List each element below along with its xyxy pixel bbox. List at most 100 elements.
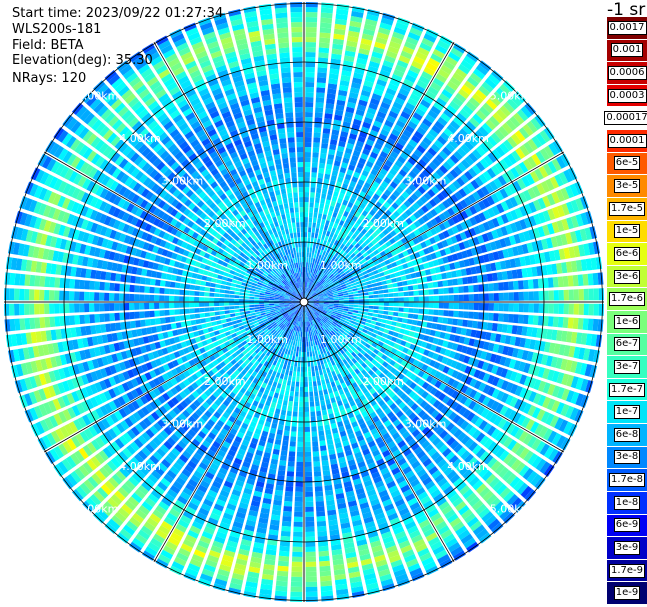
ppi-gate — [438, 295, 444, 302]
ppi-gate — [453, 294, 459, 302]
ppi-gate — [328, 184, 335, 191]
ppi-gate — [412, 314, 419, 320]
ppi-gate — [408, 291, 414, 296]
ppi-gate — [316, 259, 320, 265]
ppi-gate — [320, 585, 333, 592]
ppi-gate — [313, 296, 319, 299]
ppi-gate — [441, 88, 453, 99]
ppi-gate — [295, 481, 303, 487]
ppi-gate — [308, 288, 311, 294]
ppi-gate — [304, 202, 309, 208]
ppi-gate — [409, 27, 423, 37]
ppi-gate — [455, 68, 468, 79]
ppi-gate — [478, 223, 486, 233]
ppi-gate — [419, 195, 428, 204]
ppi-gate — [316, 270, 320, 276]
ppi-gate — [290, 591, 303, 597]
ppi-gate — [415, 107, 426, 117]
ppi-gate — [371, 238, 378, 245]
ppi-gate — [318, 228, 323, 235]
ppi-gate — [367, 228, 375, 235]
ppi-gate — [320, 152, 327, 159]
ppi-gate — [351, 272, 358, 277]
ppi-gate — [305, 541, 316, 547]
ppi-gate — [293, 401, 299, 407]
ppi-gate — [434, 215, 443, 224]
ppi-gate — [405, 217, 413, 225]
ppi-gate — [487, 219, 495, 230]
ppi-gate — [418, 308, 424, 314]
ppi-gate — [452, 278, 459, 286]
ppi-gate — [558, 248, 566, 260]
ppi-gate — [297, 441, 304, 447]
ppi-gate — [371, 231, 378, 239]
ppi-gate — [357, 239, 364, 246]
ppi-gate — [372, 193, 380, 201]
ppi-gate — [311, 227, 316, 233]
ppi-gate — [382, 221, 389, 228]
ppi-gate — [311, 172, 317, 178]
ppi-gate — [504, 259, 512, 269]
ppi-gate — [467, 136, 478, 148]
ppi-gate — [511, 269, 518, 279]
ppi-gate — [304, 282, 306, 288]
ppi-gate — [400, 257, 407, 264]
ppi-gate — [403, 297, 409, 302]
ppi-gate — [342, 121, 351, 128]
ppi-gate — [548, 290, 554, 301]
ppi-gate — [310, 257, 314, 263]
ppi-gate — [453, 165, 463, 176]
ppi-gate — [313, 461, 321, 467]
ppi-gate — [311, 291, 316, 296]
ppi-gate — [551, 191, 561, 204]
ppi-gate — [542, 195, 551, 208]
ppi-gate — [348, 302, 354, 305]
ppi-gate — [315, 501, 325, 507]
ppi-gate — [327, 210, 333, 217]
ppi-gate — [293, 521, 303, 527]
ppi-gate — [446, 271, 453, 279]
ppi-gate — [527, 315, 534, 325]
ppi-gate — [308, 296, 313, 300]
ppi-gate — [432, 316, 439, 323]
ppi-gate — [323, 274, 328, 280]
ppi-gate — [534, 114, 546, 128]
ppi-gate — [326, 278, 332, 283]
ppi-gate — [305, 277, 307, 283]
ppi-gate — [383, 298, 389, 302]
ppi-gate — [351, 285, 358, 289]
ppi-gate — [472, 68, 486, 80]
ppi-gate — [308, 217, 313, 223]
ppi-gate — [456, 251, 464, 260]
ppi-gate — [382, 59, 394, 69]
ppi-gate — [343, 152, 352, 160]
ppi-gate — [523, 303, 529, 313]
ppi-gate — [472, 191, 481, 201]
ppi-gate — [546, 264, 553, 275]
ppi-gate — [364, 231, 371, 238]
ppi-gate — [331, 287, 337, 292]
ppi-gate — [402, 78, 414, 88]
ppi-gate — [438, 93, 450, 103]
ppi-gate — [291, 566, 303, 572]
ppi-gate — [443, 287, 449, 294]
ppi-gate — [561, 262, 568, 274]
ppi-gate — [305, 586, 318, 592]
ppi-gate — [298, 406, 304, 412]
ppi-gate — [367, 134, 377, 142]
ppi-gate — [499, 260, 507, 270]
ppi-gate — [351, 82, 361, 90]
ppi-gate — [379, 69, 391, 78]
ppi-gate — [333, 293, 339, 296]
ppi-gate — [341, 257, 347, 263]
ppi-gate — [304, 346, 307, 352]
ppi-gate — [373, 213, 381, 220]
ppi-gate — [482, 210, 491, 220]
ppi-gate — [373, 88, 384, 97]
ppi-gate — [509, 115, 521, 128]
ppi-gate — [510, 94, 523, 107]
ppi-gate — [417, 46, 430, 57]
ppi-gate — [345, 235, 351, 242]
ppi-gate — [538, 290, 544, 301]
ppi-gate — [379, 22, 392, 31]
